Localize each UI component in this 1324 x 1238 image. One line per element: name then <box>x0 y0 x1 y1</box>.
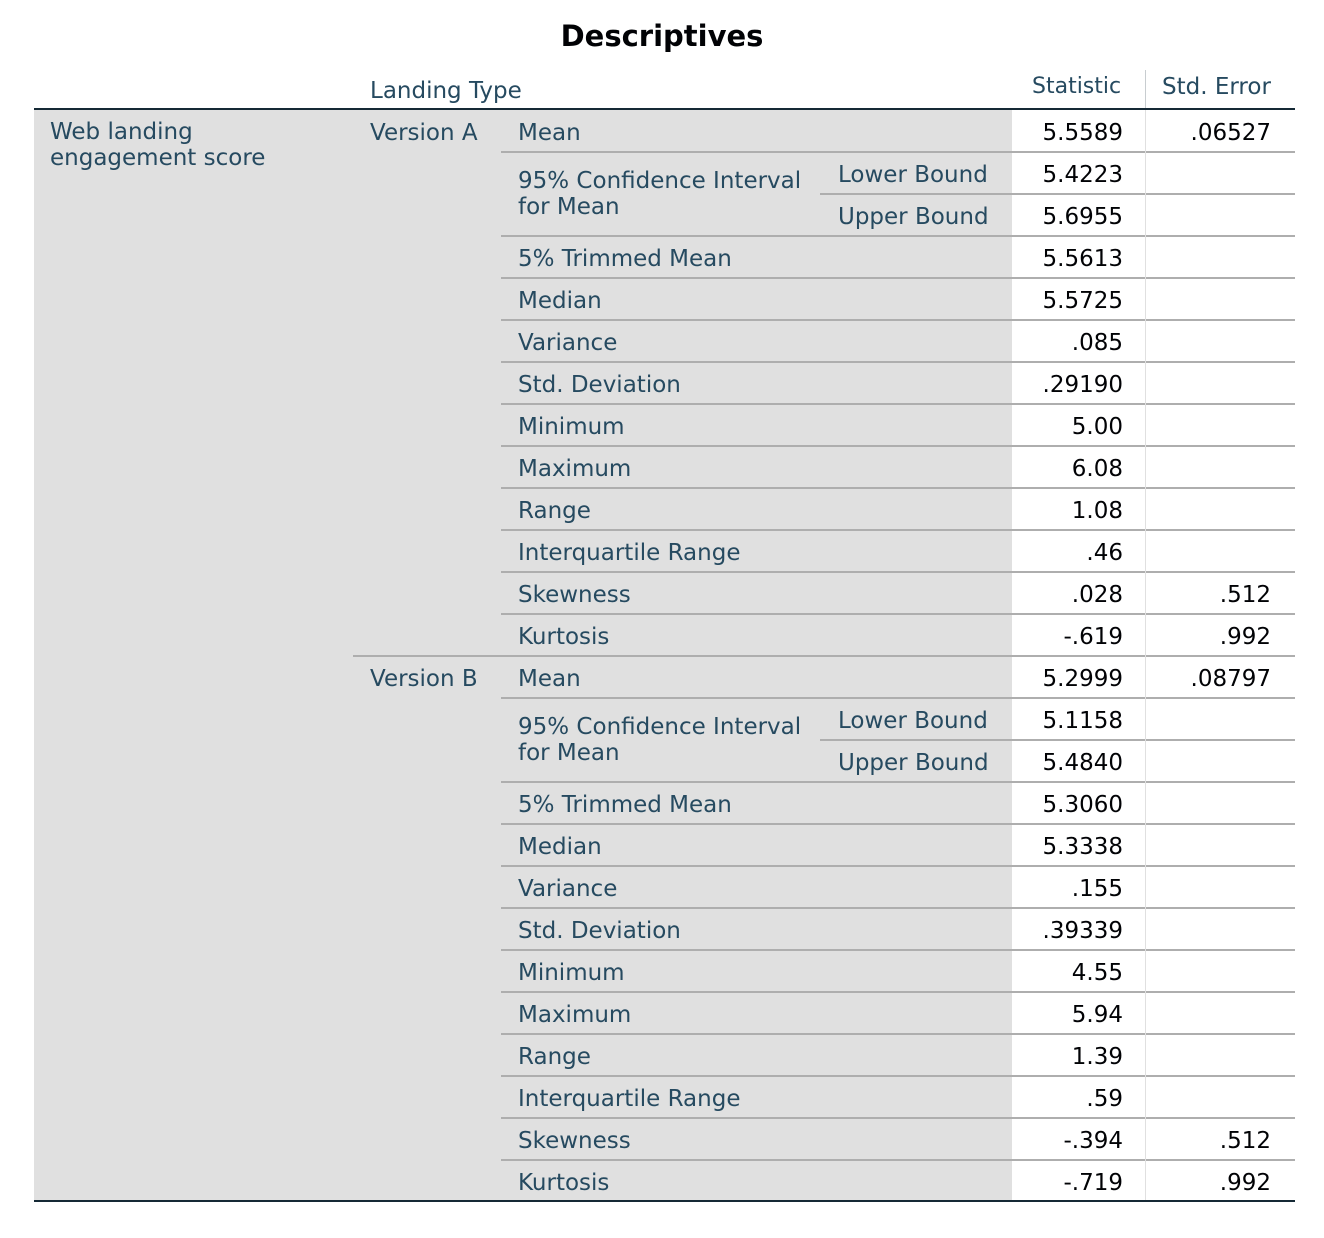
statistic-value: .028 <box>1071 582 1123 608</box>
statistic-value: 5.4840 <box>1042 750 1123 776</box>
group-label: Version A <box>370 120 478 146</box>
statistic-value: .46 <box>1086 540 1123 566</box>
ci-label-line2: for Mean <box>518 740 620 766</box>
row-separator <box>501 571 1295 573</box>
row-separator <box>501 697 1295 699</box>
statistic-label: Minimum <box>518 414 625 440</box>
header-column-divider <box>1145 70 1146 109</box>
row-separator <box>501 865 1295 867</box>
std-error-column-header: Std. Error <box>1162 74 1271 100</box>
statistic-label: Skewness <box>518 1128 631 1154</box>
statistic-value: 5.00 <box>1071 414 1123 440</box>
row-separator <box>501 151 1295 153</box>
statistic-label: Kurtosis <box>518 624 610 650</box>
statistic-label: Variance <box>518 876 618 902</box>
ci-label-line1: 95% Confidence Interval <box>518 714 802 740</box>
row-separator <box>501 823 1295 825</box>
group-separator <box>353 655 1295 657</box>
std-error-value: .992 <box>1219 1170 1271 1196</box>
row-separator <box>501 487 1295 489</box>
statistic-value: 1.08 <box>1071 498 1123 524</box>
row-separator <box>501 907 1295 909</box>
statistic-value: .39339 <box>1042 918 1123 944</box>
statistic-value: 5.3060 <box>1042 792 1123 818</box>
row-separator <box>501 277 1295 279</box>
statistic-value: 5.5613 <box>1042 246 1123 272</box>
table-title: Descriptives <box>560 19 764 53</box>
statistic-value: 4.55 <box>1071 960 1123 986</box>
std-error-value: .08797 <box>1190 666 1271 692</box>
row-separator <box>501 781 1295 783</box>
std-error-value: .06527 <box>1190 120 1271 146</box>
statistic-label: Median <box>518 288 602 314</box>
statistic-value: .59 <box>1086 1086 1123 1112</box>
dependent-variable-label: Web landing engagement score <box>50 119 290 171</box>
ci-label-line1: 95% Confidence Interval <box>518 168 802 194</box>
table-top-rule <box>34 108 1295 110</box>
std-error-value: .992 <box>1219 624 1271 650</box>
statistic-label: Interquartile Range <box>518 1086 741 1112</box>
statistic-label: Mean <box>518 120 581 146</box>
row-separator <box>501 361 1295 363</box>
statistic-label: Maximum <box>518 1002 632 1028</box>
statistic-value: 5.1158 <box>1042 708 1123 734</box>
statistic-label: Maximum <box>518 456 632 482</box>
row-separator <box>501 445 1295 447</box>
bound-label: Lower Bound <box>838 162 988 188</box>
row-separator <box>501 1033 1295 1035</box>
table-bottom-rule <box>34 1200 1295 1202</box>
ci-label-line2: for Mean <box>518 194 620 220</box>
statistic-value: 6.08 <box>1071 456 1123 482</box>
row-separator <box>501 1159 1295 1161</box>
statistic-label: Std. Deviation <box>518 372 681 398</box>
statistic-label: Minimum <box>518 960 625 986</box>
statistic-value: 5.2999 <box>1042 666 1123 692</box>
statistic-value: 5.4223 <box>1042 162 1123 188</box>
statistic-label: Range <box>518 498 591 524</box>
bound-label: Lower Bound <box>838 708 988 734</box>
statistic-value: 5.5589 <box>1042 120 1123 146</box>
bound-label: Upper Bound <box>838 204 989 230</box>
statistic-value: -.394 <box>1063 1128 1123 1154</box>
row-separator <box>820 193 1295 195</box>
row-separator <box>501 1117 1295 1119</box>
statistic-value: .29190 <box>1042 372 1123 398</box>
statistic-value: .085 <box>1071 330 1123 356</box>
statistic-label: Median <box>518 834 602 860</box>
std-error-value: .512 <box>1219 582 1271 608</box>
statistic-label: Kurtosis <box>518 1170 610 1196</box>
row-separator <box>501 529 1295 531</box>
group-label: Version B <box>370 666 478 692</box>
statistic-label: Range <box>518 1044 591 1070</box>
row-separator <box>501 403 1295 405</box>
statistic-label: Mean <box>518 666 581 692</box>
statistic-label: Skewness <box>518 582 631 608</box>
statistic-label: 5% Trimmed Mean <box>518 246 732 272</box>
statistic-value: -.719 <box>1063 1170 1123 1196</box>
row-separator <box>501 319 1295 321</box>
statistic-value: .155 <box>1071 876 1123 902</box>
statistic-label: 5% Trimmed Mean <box>518 792 732 818</box>
factor-header: Landing Type <box>370 78 522 104</box>
statistic-value: 5.6955 <box>1042 204 1123 230</box>
statistic-value: 1.39 <box>1071 1044 1123 1070</box>
statistic-label: Interquartile Range <box>518 540 741 566</box>
statistic-value: 5.5725 <box>1042 288 1123 314</box>
row-separator <box>501 235 1295 237</box>
std-error-value: .512 <box>1219 1128 1271 1154</box>
statistic-label: Std. Deviation <box>518 918 681 944</box>
dependent-variable-text: Web landing engagement score <box>50 119 266 171</box>
statistic-value: 5.3338 <box>1042 834 1123 860</box>
column-divider <box>1145 110 1146 1200</box>
row-separator <box>501 1075 1295 1077</box>
statistic-value: -.619 <box>1063 624 1123 650</box>
statistic-label: Variance <box>518 330 618 356</box>
statistic-value: 5.94 <box>1071 1002 1123 1028</box>
row-separator <box>501 991 1295 993</box>
bound-label: Upper Bound <box>838 750 989 776</box>
statistic-column-header: Statistic <box>1032 74 1122 99</box>
row-separator <box>501 949 1295 951</box>
row-separator <box>820 739 1295 741</box>
row-separator <box>501 613 1295 615</box>
